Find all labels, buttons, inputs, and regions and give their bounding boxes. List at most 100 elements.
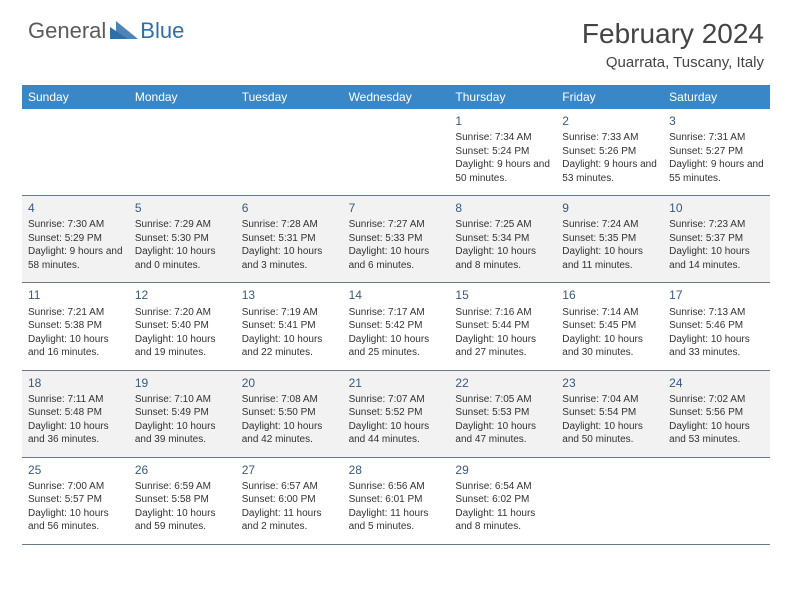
sunset-line: Sunset: 5:31 PM [242, 232, 337, 246]
calendar-cell: 3Sunrise: 7:31 AMSunset: 5:27 PMDaylight… [663, 109, 770, 195]
calendar-cell: 6Sunrise: 7:28 AMSunset: 5:31 PMDaylight… [236, 196, 343, 282]
calendar-body: 1 Sunrise: 7:34 AMSunset: 5:24 PM Daylight… [22, 109, 770, 545]
sunset-line: Sunset: 5:49 PM [135, 406, 230, 420]
sunrise-line: Sunrise: 7:30 AM [28, 218, 123, 232]
daylight-line: Daylight: 9 hours and 58 minutes. [28, 245, 123, 272]
sunrise-line: Sunrise: 7:24 AM [562, 218, 657, 232]
day-number: 17 [669, 287, 764, 303]
sunrise-line: Sunrise: 7:13 AM [669, 306, 764, 320]
sunset-line: Sunset: 5:44 PM [455, 319, 550, 333]
daylight-line: Daylight: 10 hours and 22 minutes. [242, 333, 337, 360]
calendar-cell-empty [22, 109, 129, 195]
sunset-line: Sunset: 6:02 PM [455, 493, 550, 507]
sunrise-line: Sunrise: 7:05 AM [455, 393, 550, 407]
day-header-cell: Saturday [663, 85, 770, 109]
sunset-line: Sunset: 5:30 PM [135, 232, 230, 246]
sunrise-line: Sunrise: 7:31 AM [669, 131, 764, 145]
daylight-line: Daylight: 10 hours and 50 minutes. [562, 420, 657, 447]
daylight-line: Daylight: 10 hours and 11 minutes. [562, 245, 657, 272]
calendar-cell-empty [129, 109, 236, 195]
day-header-cell: Thursday [449, 85, 556, 109]
logo-text-general: General [28, 18, 106, 44]
sunrise-line: Sunrise: 7:21 AM [28, 306, 123, 320]
calendar-cell: 7 Sunrise: 7:27 AMSunset: 5:33 PMDaylight… [343, 196, 450, 282]
day-number: 19 [135, 375, 230, 391]
day-header-cell: Sunday [22, 85, 129, 109]
day-number: 4 [28, 200, 123, 216]
sunset-line: Sunset: 5:56 PM [669, 406, 764, 420]
sunrise-line: Sunrise: 7:07 AM [349, 393, 444, 407]
sunset-line: Sunset: 5:46 PM [669, 319, 764, 333]
sunrise-line: Sunrise: 7:04 AM [562, 393, 657, 407]
sunset-line: Sunset: 5:57 PM [28, 493, 123, 507]
sunrise-line: Sunrise: 7:34 AM [455, 131, 550, 145]
calendar-week: 1Sunrise: 7:34 AMSunset: 5:24 PMDaylight… [22, 109, 770, 196]
calendar-cell: 4 Sunrise: 7:30 AMSunset: 5:29 PMDaylight… [22, 196, 129, 282]
sunrise-line: Sunrise: 7:23 AM [669, 218, 764, 232]
sunset-line: Sunset: 5:40 PM [135, 319, 230, 333]
day-number: 16 [562, 287, 657, 303]
daylight-line: Daylight: 10 hours and 3 minutes. [242, 245, 337, 272]
calendar-week: 18Sunrise: 7:11 AMSunset: 5:48 PMDayligh… [22, 371, 770, 458]
sunrise-line: Sunrise: 7:17 AM [349, 306, 444, 320]
daylight-line: Daylight: 11 hours and 5 minutes. [349, 507, 444, 534]
day-number: 18 [28, 375, 123, 391]
sunrise-line: Sunrise: 7:29 AM [135, 218, 230, 232]
calendar: SundayMondayTuesdayWednesdayThursdayFrid… [22, 85, 770, 545]
title-block: February 2024 Quarrata, Tuscany, Italy [582, 18, 764, 71]
sunrise-line: Sunrise: 7:33 AM [562, 131, 657, 145]
sunrise-line: Sunrise: 7:08 AM [242, 393, 337, 407]
daylight-line: Daylight: 10 hours and 0 minutes. [135, 245, 230, 272]
day-number: 10 [669, 200, 764, 216]
calendar-cell: 20Sunrise: 7:08 AMSunset: 5:50 PMDayligh… [236, 371, 343, 457]
sunset-line: Sunset: 5:27 PM [669, 145, 764, 159]
sunset-line: Sunset: 5:34 PM [455, 232, 550, 246]
calendar-cell: 16Sunrise: 7:14 AMSunset: 5:45 PMDayligh… [556, 283, 663, 369]
sunrise-line: Sunrise: 7:20 AM [135, 306, 230, 320]
page-subtitle: Quarrata, Tuscany, Italy [582, 54, 764, 71]
daylight-line: Daylight: 10 hours and 53 minutes. [669, 420, 764, 447]
day-number: 23 [562, 375, 657, 391]
sunset-line: Sunset: 5:29 PM [28, 232, 123, 246]
calendar-week: 4Sunrise: 7:30 AMSunset: 5:29 PMDaylight… [22, 196, 770, 283]
logo-text-blue: Blue [140, 18, 184, 44]
sunset-line: Sunset: 5:58 PM [135, 493, 230, 507]
daylight-line: Daylight: 10 hours and 6 minutes. [349, 245, 444, 272]
daylight-line: Daylight: 10 hours and 42 minutes. [242, 420, 337, 447]
sunset-line: Sunset: 5:54 PM [562, 406, 657, 420]
calendar-cell: 12Sunrise: 7:20 AMSunset: 5:40 PMDayligh… [129, 283, 236, 369]
sunrise-line: Sunrise: 7:02 AM [669, 393, 764, 407]
daylight-line: Daylight: 10 hours and 44 minutes. [349, 420, 444, 447]
calendar-cell: 19Sunrise: 7:10 AMSunset: 5:49 PMDayligh… [129, 371, 236, 457]
daylight-line: Daylight: 10 hours and 30 minutes. [562, 333, 657, 360]
day-header-row: SundayMondayTuesdayWednesdayThursdayFrid… [22, 85, 770, 109]
calendar-cell: 24 Sunrise: 7:02 AMSunset: 5:56 PMDayligh… [663, 371, 770, 457]
sunset-line: Sunset: 6:01 PM [349, 493, 444, 507]
sunrise-line: Sunrise: 6:56 AM [349, 480, 444, 494]
sunset-line: Sunset: 5:24 PM [455, 145, 550, 159]
sunset-line: Sunset: 5:33 PM [349, 232, 444, 246]
daylight-line: Daylight: 10 hours and 25 minutes. [349, 333, 444, 360]
calendar-week: 11Sunrise: 7:21 AMSunset: 5:38 PMDayligh… [22, 283, 770, 370]
day-number: 13 [242, 287, 337, 303]
day-number: 24 [669, 375, 764, 391]
day-number: 12 [135, 287, 230, 303]
day-number: 7 [349, 200, 444, 216]
day-header-cell: Friday [556, 85, 663, 109]
calendar-cell: 21Sunrise: 7:07 AMSunset: 5:52 PMDayligh… [343, 371, 450, 457]
calendar-cell: 1Sunrise: 7:34 AMSunset: 5:24 PMDaylight… [449, 109, 556, 195]
calendar-cell-empty [663, 458, 770, 544]
sunset-line: Sunset: 5:52 PM [349, 406, 444, 420]
sunrise-line: Sunrise: 7:27 AM [349, 218, 444, 232]
day-number: 26 [135, 462, 230, 478]
sunrise-line: Sunrise: 7:16 AM [455, 306, 550, 320]
calendar-cell: 15Sunrise: 7:16 AMSunset: 5:44 PMDayligh… [449, 283, 556, 369]
daylight-line: Daylight: 10 hours and 56 minutes. [28, 507, 123, 534]
calendar-cell: 14Sunrise: 7:17 AMSunset: 5:42 PMDayligh… [343, 283, 450, 369]
daylight-line: Daylight: 10 hours and 39 minutes. [135, 420, 230, 447]
day-number: 1 [455, 113, 550, 129]
sunrise-line: Sunrise: 7:14 AM [562, 306, 657, 320]
day-number: 20 [242, 375, 337, 391]
logo-triangle-icon [110, 21, 138, 39]
calendar-week: 25Sunrise: 7:00 AMSunset: 5:57 PMDayligh… [22, 458, 770, 545]
